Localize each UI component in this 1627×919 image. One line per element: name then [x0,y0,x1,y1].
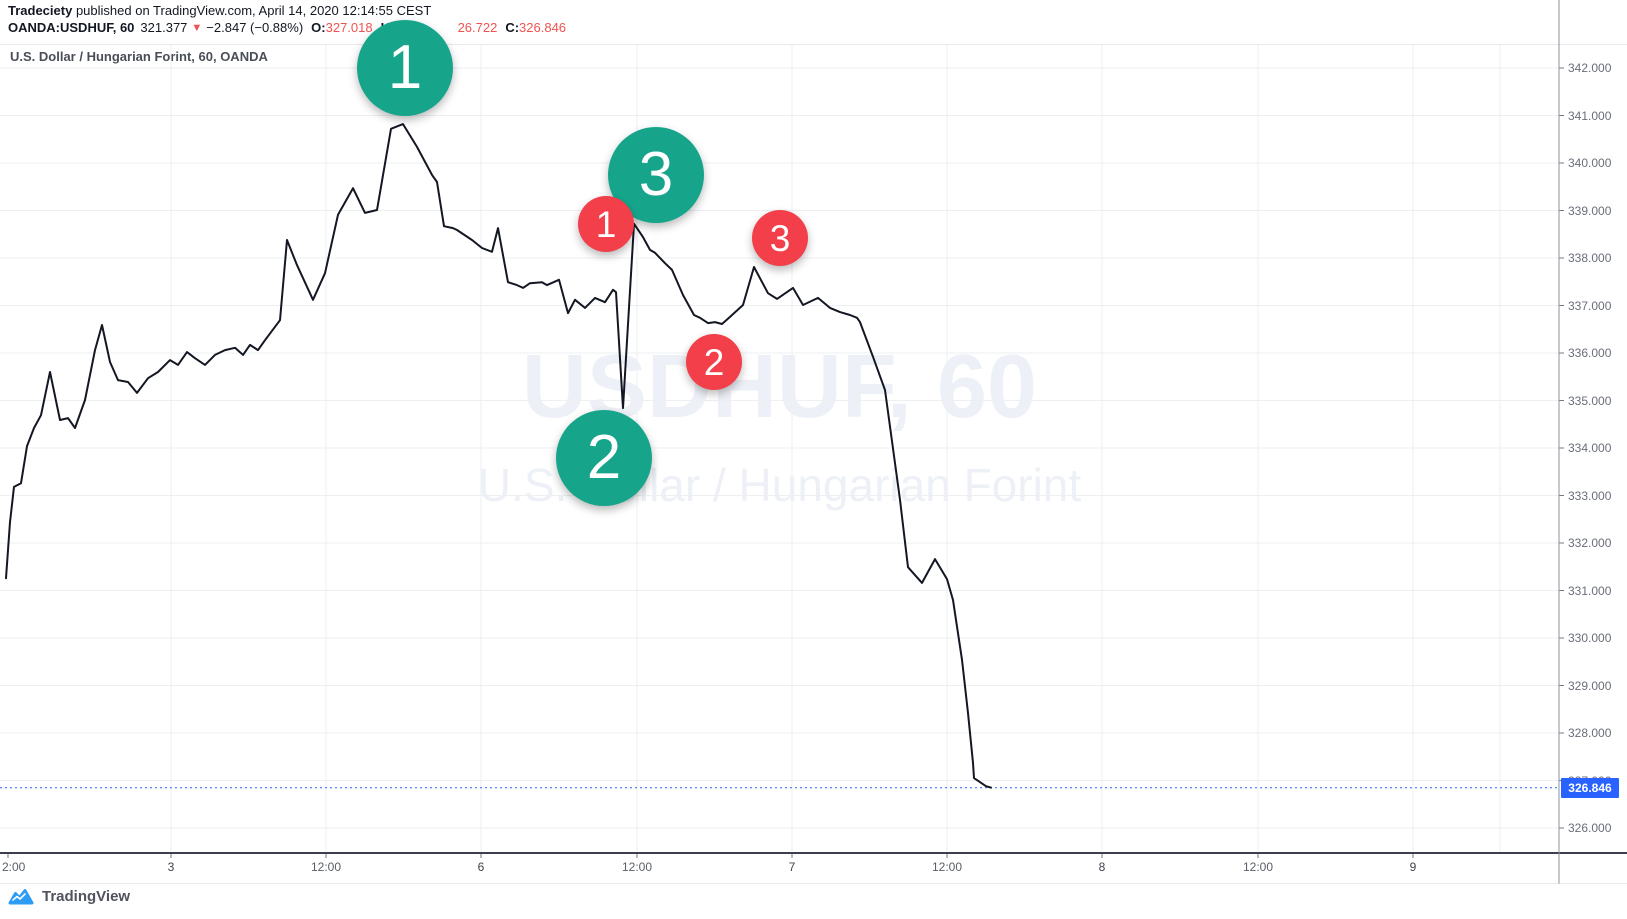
time-tick-label: 12:00 [621,860,653,874]
price-tick-label: 335.000 [1568,393,1612,408]
price-tick-label: 326.000 [1568,821,1612,835]
time-tick-label: 8 [1098,860,1106,874]
time-tick-label: 2:00 [2,860,26,874]
price-tick-label: 333.000 [1568,488,1612,503]
price-line [5,123,992,789]
low-value-partial: 26.722 [457,20,498,35]
marker-green-1[interactable]: 1 [357,20,453,116]
price-tick-label: 328.000 [1568,726,1612,740]
time-tick-label: 12:00 [931,860,963,874]
time-tick-label: 6 [477,860,485,874]
last-price-label: 326.846 [1561,777,1619,798]
legend-change: −2.847 (−0.88%) [206,20,304,35]
legend-last-value: 321.377 [140,20,188,35]
time-tick-label: 12:00 [310,860,342,874]
time-tick-label: 3 [167,860,175,874]
price-tick-label: 334.000 [1568,441,1612,455]
time-tick-label: 9 [1409,860,1417,874]
time-tick-label: 7 [788,860,796,874]
down-arrow-icon: ▼ [191,21,203,34]
byline-text: published on TradingView.com, April 14, … [72,3,432,18]
tradingview-logo-icon[interactable] [8,888,34,905]
price-tick-label: 330.000 [1568,631,1612,645]
price-tick-label: 341.000 [1568,108,1612,123]
price-tick-label: 340.000 [1568,156,1612,170]
marker-green-2[interactable]: 2 [556,410,652,506]
symbol-name: OANDA:USDHUF, 60 [8,20,135,35]
close-value: 326.846 [519,20,567,35]
close-label: C: [505,20,520,35]
price-tick-label: 332.000 [1568,536,1612,550]
marker-red-3[interactable]: 3 [752,210,808,266]
price-tick-label: 342.000 [1568,61,1612,75]
footer: TradingView [8,888,130,905]
price-tick-label: 337.000 [1568,298,1612,313]
price-tick-label: 338.000 [1568,251,1612,265]
pane-title: U.S. Dollar / Hungarian Forint, 60, OAND… [10,49,268,64]
tradingview-brand-text[interactable]: TradingView [42,888,131,905]
open-label: O: [311,20,326,35]
price-tick-label: 339.000 [1568,203,1612,218]
open-value: 327.018 [325,20,373,35]
byline: Tradeciety published on TradingView.com,… [8,3,431,18]
marker-red-2[interactable]: 2 [686,334,742,390]
price-tick-label: 331.000 [1568,583,1612,598]
symbol-legend: OANDA:USDHUF, 60 321.377 ▼ −2.847 (−0.88… [8,20,566,35]
price-tick-label: 329.000 [1568,678,1612,693]
byline-author: Tradeciety [8,3,73,18]
time-tick-label: 12:00 [1242,860,1274,874]
price-tick-label: 336.000 [1568,346,1612,360]
marker-red-1[interactable]: 1 [578,196,634,252]
